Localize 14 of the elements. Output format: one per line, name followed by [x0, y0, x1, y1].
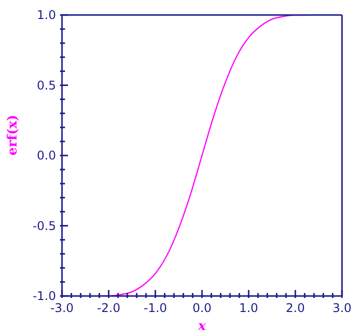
x-tick-label: -3.0 — [50, 301, 74, 315]
x-tick-label: -1.0 — [144, 301, 168, 315]
y-tick-label: 1.0 — [36, 8, 56, 22]
y-axis-title: erf(x) — [6, 114, 21, 156]
x-tick-label: 1.0 — [239, 301, 258, 315]
x-axis-title: x — [197, 319, 206, 334]
x-tick-label: 2.0 — [286, 301, 305, 315]
y-tick-label: -1.0 — [32, 289, 56, 303]
y-tick-label: -0.5 — [32, 218, 56, 233]
y-tick-label: 0.0 — [36, 148, 56, 162]
x-tick-label: -2.0 — [96, 301, 120, 315]
x-tick-label: 0.0 — [192, 301, 212, 315]
y-tick-label: 0.5 — [36, 78, 56, 92]
x-tick-label: 3.0 — [332, 301, 352, 315]
